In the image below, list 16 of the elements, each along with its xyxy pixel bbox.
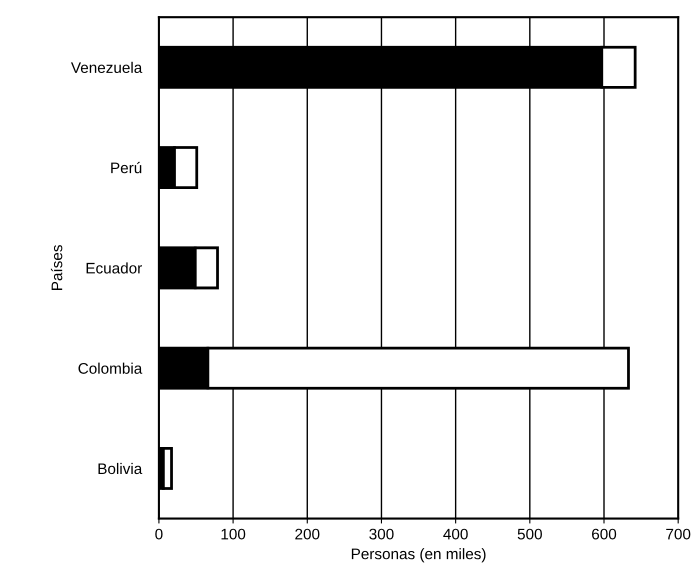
bar [162,446,173,490]
x-tick-label: 600 [592,528,616,540]
y-tick-label: Ecuador [86,262,142,274]
x-tick-label: 200 [295,528,320,540]
y-tick-label: Venezuela [70,62,142,74]
x-tick-label: 100 [222,528,246,540]
x-tick-label: 0 [155,528,163,540]
y-tick-label: Bolivia [98,462,142,474]
x-tick-label: 500 [518,528,542,540]
y-tick-label: Perú [111,162,142,174]
x-tick-label: 700 [666,528,690,540]
y-axis-title: Países [50,245,62,290]
x-tick-label: 300 [369,528,394,540]
x-axis-title: Personas (en miles) [352,548,486,562]
x-tick-label: 400 [443,528,468,540]
y-tick-label: Colombia [78,362,142,374]
